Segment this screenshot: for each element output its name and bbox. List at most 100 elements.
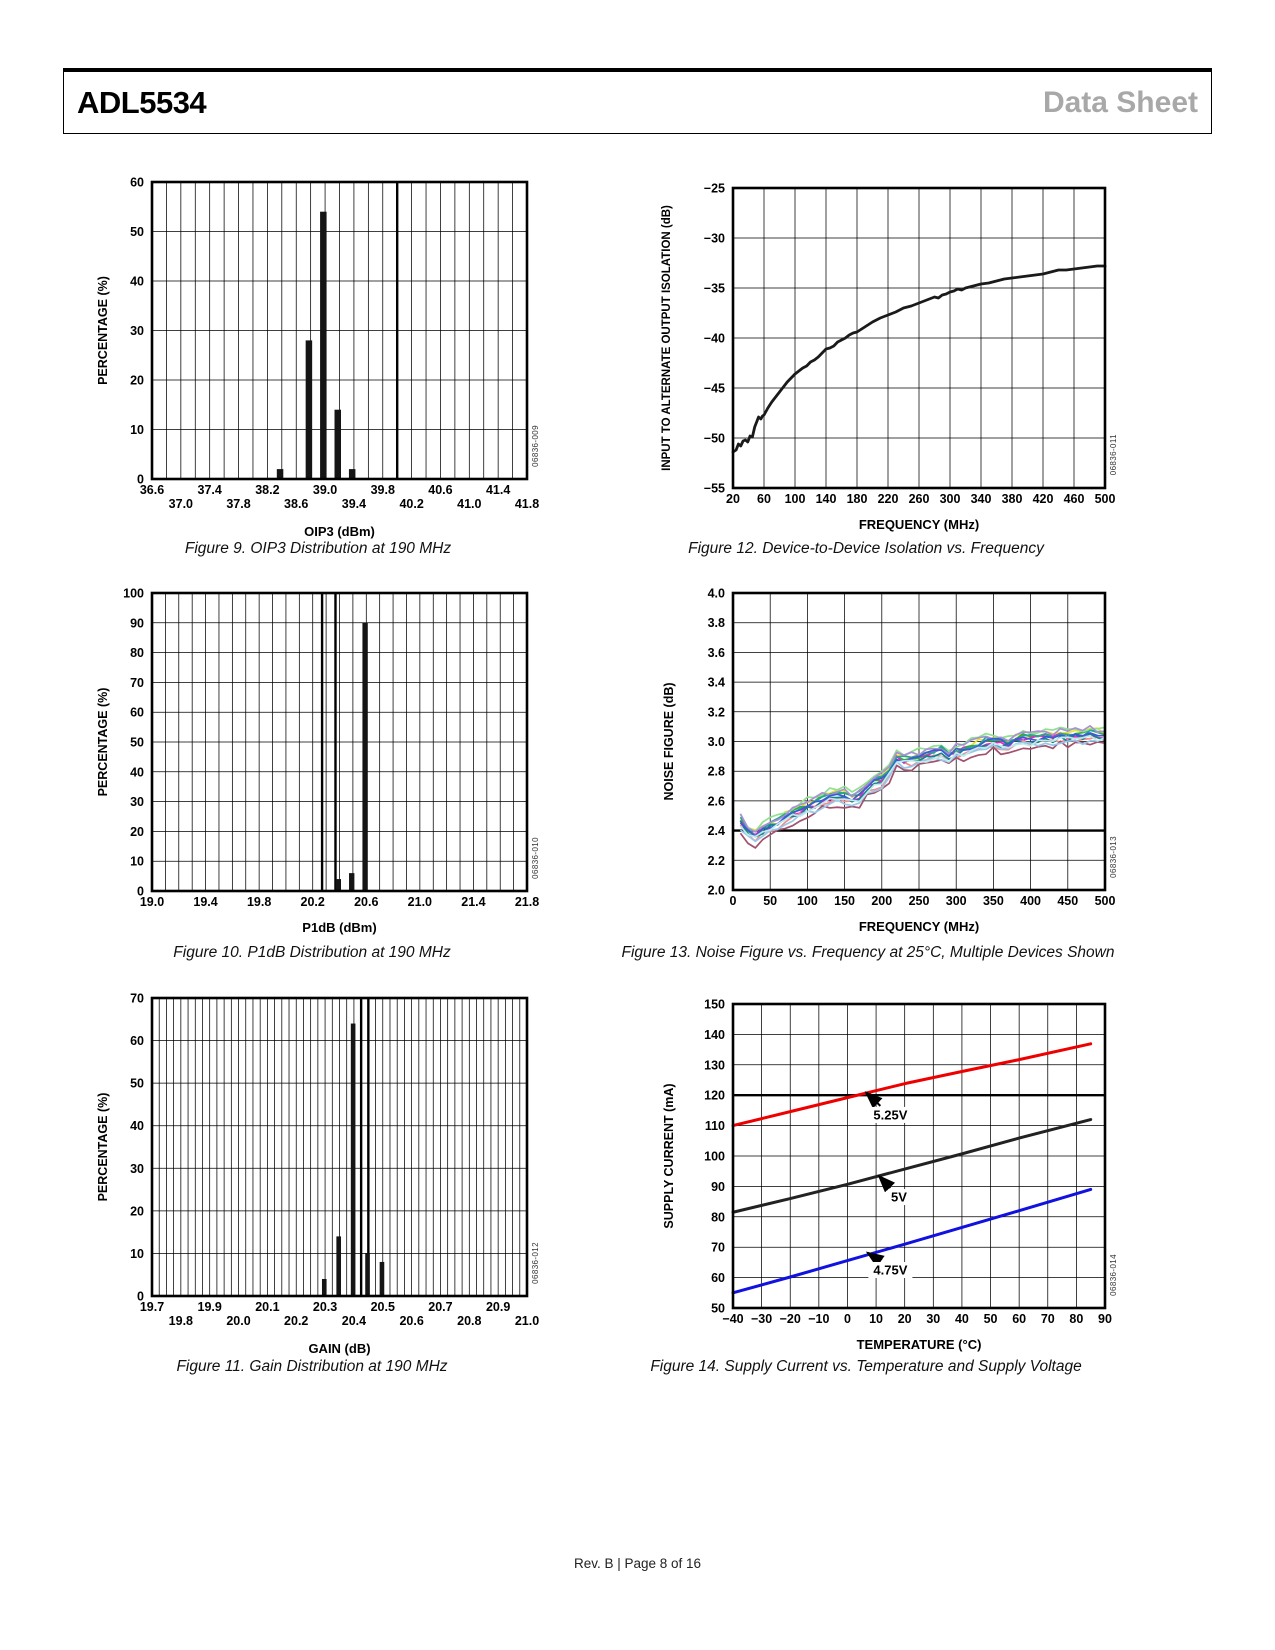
y-tick: 120 <box>704 1089 725 1103</box>
x-tick: −20 <box>780 1312 801 1326</box>
part-number: ADL5534 <box>77 84 207 120</box>
fig13-plot: 0 50 100 150 200 250 300 350 400 450 500 2.0 2.2 2.4 2… <box>662 587 1115 935</box>
fig10-plot: 19.0 19.4 19.8 20.2 20.6 21.0 21.4 21.8 0 10 20 30 4… <box>96 587 539 936</box>
caption-figure-11: Figure 11. Gain Distribution at 190 MHz <box>176 1358 448 1375</box>
y-tick: 10 <box>130 1247 144 1261</box>
x-tick: 400 <box>1020 894 1041 908</box>
x-tick: 220 <box>878 492 899 506</box>
x-tick: 460 <box>1064 492 1085 506</box>
x-axis-title: P1dB (dBm) <box>302 920 376 935</box>
y-tick: 0 <box>137 473 144 487</box>
x-tick: 40 <box>955 1312 969 1326</box>
series-5V <box>731 1118 1093 1214</box>
bar <box>305 340 313 479</box>
y-tick: −30 <box>704 232 725 246</box>
y-tick: 70 <box>711 1241 725 1255</box>
fig12-plot: 20 60 100 140 180 220 260 300 340 380 420 460 500 −25… <box>661 182 1115 533</box>
x-tick: 60 <box>757 492 771 506</box>
x-tick: 300 <box>946 894 967 908</box>
y-tick: 70 <box>130 992 144 1006</box>
x-tick: −30 <box>751 1312 772 1326</box>
plot-border <box>731 186 1107 490</box>
doc-type-label: Data Sheet <box>1042 85 1198 119</box>
x-tick: 250 <box>909 894 930 908</box>
device-trace <box>739 726 1106 833</box>
grid <box>151 592 528 892</box>
x-tick: 39.0 <box>313 483 337 497</box>
x-tick: 450 <box>1057 894 1078 908</box>
x-tick: 100 <box>797 894 818 908</box>
x-tick: 150 <box>834 894 855 908</box>
x-tick: 30 <box>926 1312 940 1326</box>
y-tick: 2.6 <box>708 794 725 808</box>
x-tick: 41.8 <box>515 497 539 511</box>
y-tick: 70 <box>130 676 144 690</box>
x-tick: 21.8 <box>515 895 539 909</box>
x-tick: 41.0 <box>457 497 481 511</box>
bar <box>320 211 327 479</box>
x-tick: 70 <box>1041 1312 1055 1326</box>
y-tick: 130 <box>704 1058 725 1072</box>
caption-figure-10: Figure 10. P1dB Distribution at 190 MHz <box>173 944 451 961</box>
fig14-plot: 5.25V 5V 4.75V −40 −30 −20 −10 0 10 20 30 40 50 60 70 8… <box>662 998 1112 1353</box>
grid <box>732 1003 1106 1309</box>
bar <box>379 1261 385 1296</box>
y-axis-title: INPUT TO ALTERNATE OUTPUT ISOLATION (dB) <box>661 205 673 471</box>
x-tick: 140 <box>816 492 837 506</box>
y-tick: 80 <box>711 1210 725 1224</box>
x-tick: 19.7 <box>140 1300 164 1314</box>
x-tick: 0 <box>730 894 737 908</box>
x-tick: 180 <box>847 492 868 506</box>
x-tick: −10 <box>808 1312 829 1326</box>
x-tick: 100 <box>785 492 806 506</box>
grid <box>151 997 528 1297</box>
x-tick: 19.9 <box>198 1300 222 1314</box>
caption-figure-12: Figure 12. Device-to-Device Isolation vs… <box>688 540 1044 557</box>
x-tick: −40 <box>722 1312 743 1326</box>
page-footer: Rev. B | Page 8 of 16 <box>573 1556 702 1571</box>
y-tick: 2.8 <box>708 765 725 779</box>
y-tick: 60 <box>130 176 144 190</box>
x-tick: 39.8 <box>371 483 395 497</box>
y-axis-title: SUPPLY CURRENT (mA) <box>662 1083 676 1228</box>
chart-p1db-distribution: 19.0 19.4 19.8 20.2 20.6 21.0 21.4 21.8 0 10 20 30 4… <box>62 568 567 976</box>
y-tick: 90 <box>711 1180 725 1194</box>
y-tick: 4.0 <box>708 587 725 601</box>
x-tick: 20.7 <box>428 1300 452 1314</box>
series-isolation <box>731 264 1107 454</box>
caption-figure-13: Figure 13. Noise Figure vs. Frequency at… <box>621 944 1115 961</box>
x-tick: 90 <box>1098 1312 1112 1326</box>
x-tick: 50 <box>763 894 777 908</box>
annotation-arrow <box>864 1091 883 1109</box>
device-trace <box>739 732 1106 838</box>
bar <box>349 873 355 891</box>
y-tick: 0 <box>137 885 144 899</box>
device-trace <box>739 724 1106 833</box>
x-axis-title: FREQUENCY (MHz) <box>859 919 979 934</box>
y-tick: 20 <box>130 374 144 388</box>
x-tick: 40.6 <box>428 483 452 497</box>
x-tick: 19.0 <box>140 895 164 909</box>
y-tick: 110 <box>705 1119 725 1133</box>
x-tick: 340 <box>971 492 992 506</box>
y-tick: 80 <box>130 646 144 660</box>
x-tick: 50 <box>984 1312 998 1326</box>
y-tick: 0 <box>137 1290 144 1304</box>
annotation-label: 5V <box>891 1190 907 1205</box>
x-tick: 37.8 <box>226 497 250 511</box>
y-tick: 60 <box>711 1271 725 1285</box>
y-tick: 50 <box>130 1077 144 1091</box>
y-tick: −45 <box>704 382 725 396</box>
figure-13-code: 06836-013 <box>1109 836 1118 878</box>
y-tick: 10 <box>130 423 144 437</box>
figure-9-code: 06836-009 <box>531 425 540 467</box>
y-tick: 60 <box>130 1034 144 1048</box>
series-5.25V <box>731 1042 1093 1128</box>
x-tick: 38.6 <box>284 497 308 511</box>
y-axis-title: PERCENTAGE (%) <box>96 276 110 385</box>
x-axis-title: TEMPERATURE (°C) <box>857 1337 982 1352</box>
x-axis-title: FREQUENCY (MHz) <box>859 517 979 532</box>
figure-10-code: 06836-010 <box>531 837 540 879</box>
x-axis-title: GAIN (dB) <box>308 1341 370 1356</box>
annotation-label: 4.75V <box>873 1263 907 1278</box>
